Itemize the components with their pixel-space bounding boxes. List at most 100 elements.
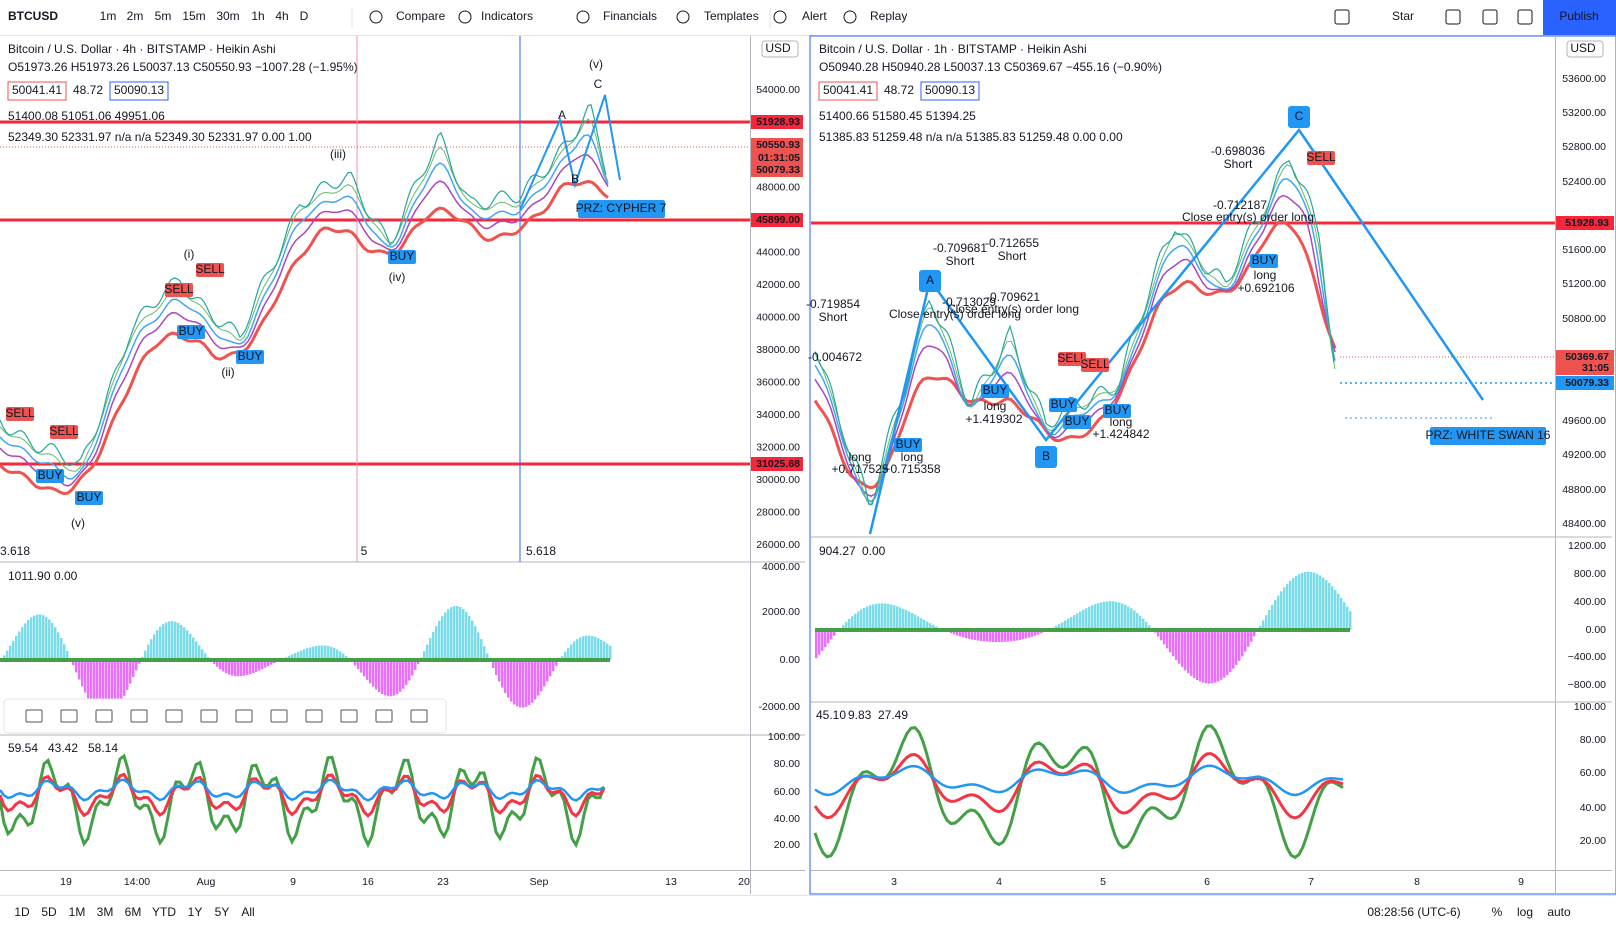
histogram-bar	[1232, 630, 1235, 669]
drawing-tool[interactable]	[130, 709, 148, 723]
drawing-tool[interactable]	[235, 709, 253, 723]
pattern-label-bg	[1430, 427, 1546, 445]
range-button[interactable]: All	[241, 905, 254, 919]
histogram-bar	[522, 660, 525, 708]
ask-box	[920, 81, 980, 101]
toolbar-button[interactable]: Alert	[802, 9, 827, 23]
histogram-bar	[174, 621, 177, 660]
range-button[interactable]: 1Y	[188, 905, 203, 919]
histogram-bar	[255, 660, 258, 672]
histogram-bar	[1178, 630, 1181, 664]
histogram-bar	[1100, 602, 1103, 630]
histogram-bar	[312, 646, 315, 660]
range-button[interactable]: 6M	[125, 905, 142, 919]
histogram-bar	[1031, 630, 1034, 637]
price-label-bg	[751, 457, 803, 471]
trade-label: long	[984, 399, 1007, 413]
price-label: 31025.68	[756, 458, 800, 470]
drawing-tool[interactable]	[200, 709, 218, 723]
histogram-bar	[249, 660, 252, 675]
histogram-bar	[354, 660, 357, 666]
signal-label: SELL	[195, 262, 225, 276]
histogram-bar	[857, 611, 860, 630]
interval-button[interactable]: 4h	[275, 9, 288, 23]
histogram-bar	[183, 627, 186, 660]
signal-badge	[1081, 358, 1109, 372]
interval-button[interactable]: 1m	[100, 9, 117, 23]
histogram-bar	[390, 660, 393, 697]
price-tick: 49600.00	[1562, 415, 1606, 427]
histogram-bar	[1067, 618, 1070, 630]
interval-button[interactable]: D	[300, 9, 309, 23]
histogram-bar	[1025, 630, 1028, 639]
range-button[interactable]: 5D	[41, 905, 57, 919]
histogram-bar	[327, 646, 330, 660]
histogram-bar	[6, 650, 9, 660]
wave-label: A	[558, 108, 566, 122]
drawing-tool[interactable]	[410, 709, 428, 723]
histogram-bar	[216, 660, 219, 667]
histogram-bar	[1349, 611, 1352, 630]
histogram-bar	[995, 630, 998, 643]
drawing-tool[interactable]	[270, 709, 288, 723]
range-button[interactable]: 1M	[69, 905, 86, 919]
star-button[interactable]: Star	[1392, 9, 1414, 23]
wave-label: (v)	[71, 516, 85, 530]
toolbar-button[interactable]: Replay	[870, 9, 907, 23]
toolbar-button[interactable]: Financials	[603, 9, 657, 23]
currency[interactable]: USD	[765, 41, 791, 55]
histogram-bar	[821, 630, 824, 651]
histogram-bar	[600, 639, 603, 660]
drawing-tool[interactable]	[25, 709, 43, 723]
drawing-tool[interactable]	[165, 709, 183, 723]
fib-label: 3.618	[0, 544, 30, 558]
drawing-tool[interactable]	[305, 709, 323, 723]
wave-label: (v)	[589, 57, 603, 71]
log-toggle[interactable]: log	[1517, 905, 1533, 919]
histogram-bar	[504, 660, 507, 693]
histogram-bar	[1073, 615, 1076, 630]
drawing-tool[interactable]	[340, 709, 358, 723]
interval-button[interactable]: 1h	[251, 9, 264, 23]
histogram-bar	[1112, 601, 1115, 630]
toolbar-button[interactable]: Templates	[704, 9, 759, 23]
toolbar-button[interactable]: Compare	[396, 9, 446, 23]
rsi-tick: 80.00	[774, 758, 800, 770]
auto-toggle[interactable]: auto	[1547, 905, 1571, 919]
publish-label[interactable]: Publish	[1559, 9, 1598, 23]
histogram-bar	[189, 633, 192, 660]
histogram-bar	[93, 660, 96, 708]
histogram-bar	[486, 653, 489, 660]
toolbar-button[interactable]: Indicators	[481, 9, 533, 23]
signal-label: SELL	[164, 282, 194, 296]
drawing-tool[interactable]	[375, 709, 393, 723]
interval-button[interactable]: 15m	[182, 9, 205, 23]
symbol[interactable]: BTCUSD	[8, 9, 58, 23]
percent-toggle[interactable]: %	[1492, 905, 1503, 919]
time-tick: 9	[1518, 876, 1524, 888]
histogram-bar	[333, 647, 336, 660]
range-button[interactable]: YTD	[152, 905, 176, 919]
interval-button[interactable]: 2m	[127, 9, 144, 23]
interval-button[interactable]: 5m	[155, 9, 172, 23]
range-button[interactable]: 1D	[14, 905, 30, 919]
drawing-tool[interactable]	[60, 709, 78, 723]
interval-button[interactable]: 30m	[216, 9, 239, 23]
pane-title: Bitcoin / U.S. Dollar · 1h · BITSTAMP · …	[819, 42, 1087, 56]
histogram-bar	[884, 603, 887, 630]
price-tick: 52400.00	[1562, 176, 1606, 188]
histogram-bar	[513, 660, 516, 705]
publish-button[interactable]	[1543, 0, 1616, 35]
time-tick: 7	[1308, 876, 1314, 888]
signal-badge	[388, 250, 416, 264]
currency[interactable]: USD	[1570, 41, 1596, 55]
range-button[interactable]: 5Y	[215, 905, 230, 919]
histogram-bar	[1004, 630, 1007, 642]
ask: 50090.13	[114, 83, 164, 97]
histogram-bar	[977, 630, 980, 641]
histogram-bar	[1118, 602, 1121, 630]
drawing-tool[interactable]	[95, 709, 113, 723]
range-button[interactable]: 3M	[97, 905, 114, 919]
histogram-bar	[297, 651, 300, 660]
histogram-bar	[294, 652, 297, 660]
